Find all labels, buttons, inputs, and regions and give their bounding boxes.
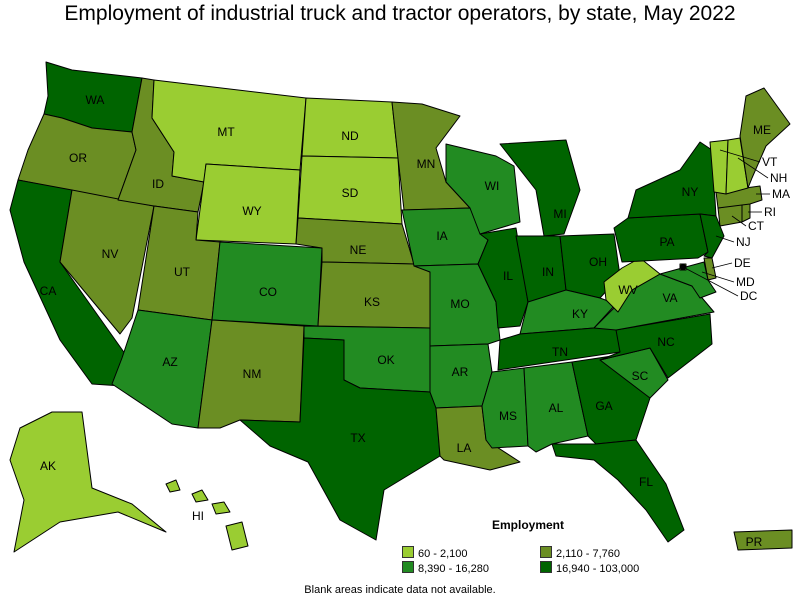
state-ny bbox=[627, 141, 717, 219]
state-label-va: VA bbox=[662, 291, 677, 305]
state-label-mn: MN bbox=[417, 157, 436, 171]
state-label-co: CO bbox=[259, 285, 277, 299]
state-label-ny: NY bbox=[682, 185, 699, 199]
state-label-ms: MS bbox=[499, 409, 517, 423]
state-hi bbox=[165, 479, 249, 551]
state-nc bbox=[599, 313, 713, 379]
state-label-dc: DC bbox=[740, 289, 758, 303]
state-label-mt: MT bbox=[217, 125, 235, 139]
state-label-or: OR bbox=[69, 151, 87, 165]
state-label-ok: OK bbox=[377, 353, 394, 367]
legend-label-2: 2,110 - 7,760 bbox=[556, 548, 621, 560]
state-label-id: ID bbox=[152, 177, 164, 191]
state-label-nd: ND bbox=[341, 129, 359, 143]
state-label-ca: CA bbox=[40, 284, 57, 298]
state-label-wa: WA bbox=[86, 93, 105, 107]
state-label-nv: NV bbox=[102, 247, 119, 261]
footnote: Blank areas indicate data not available. bbox=[304, 584, 496, 596]
state-label-il: IL bbox=[503, 269, 513, 283]
state-me bbox=[739, 87, 791, 189]
leader-line-nj bbox=[715, 235, 735, 243]
state-label-ga: GA bbox=[595, 399, 612, 413]
state-label-ma: MA bbox=[772, 187, 790, 201]
state-label-ct: CT bbox=[748, 219, 765, 233]
leader-line-nh bbox=[737, 157, 769, 179]
state-ak bbox=[9, 411, 167, 553]
state-label-sc: SC bbox=[632, 369, 649, 383]
legend-title: Employment bbox=[492, 518, 565, 532]
state-fl bbox=[551, 439, 685, 543]
state-label-tn: TN bbox=[552, 345, 568, 359]
state-label-ia: IA bbox=[436, 229, 447, 243]
leader-line-de bbox=[711, 262, 733, 269]
legend-item-range-4: 16,940 - 103,000 bbox=[540, 561, 639, 575]
state-label-pa: PA bbox=[659, 235, 674, 249]
state-label-md: MD bbox=[736, 275, 755, 289]
legend-swatch-2 bbox=[540, 546, 552, 558]
legend-swatch-4 bbox=[540, 561, 552, 573]
legend-item-range-3: 8,390 - 16,280 bbox=[402, 561, 489, 575]
state-label-fl: FL bbox=[639, 475, 653, 489]
state-label-pr: PR bbox=[746, 535, 763, 549]
state-label-me: ME bbox=[753, 123, 771, 137]
state-label-al: AL bbox=[549, 401, 564, 415]
leader-line-ct bbox=[731, 215, 747, 227]
leader-line-md bbox=[701, 271, 735, 283]
state-label-ri: RI bbox=[764, 205, 776, 219]
leader-line-vt bbox=[719, 149, 761, 163]
legend-swatch-1 bbox=[402, 546, 414, 558]
legend-item-range-1: 60 - 2,100 bbox=[402, 546, 468, 560]
state-label-oh: OH bbox=[589, 255, 607, 269]
state-label-wy: WY bbox=[242, 204, 261, 218]
legend-label-4: 16,940 - 103,000 bbox=[556, 563, 640, 575]
state-label-ak: AK bbox=[40, 459, 56, 473]
dc-marker bbox=[680, 264, 686, 270]
leader-line-dc bbox=[682, 266, 739, 297]
state-label-la: LA bbox=[457, 441, 472, 455]
state-pr bbox=[733, 529, 793, 551]
legend-item-range-2: 2,110 - 7,760 bbox=[540, 546, 620, 560]
state-label-az: AZ bbox=[162, 355, 177, 369]
state-nd bbox=[301, 97, 399, 159]
state-label-wi: WI bbox=[485, 179, 500, 193]
state-wv bbox=[603, 257, 661, 313]
state-label-wv: WV bbox=[618, 283, 637, 297]
state-mi bbox=[499, 139, 581, 237]
state-label-ar: AR bbox=[452, 365, 469, 379]
state-az bbox=[111, 309, 213, 429]
state-md bbox=[659, 261, 717, 299]
state-co bbox=[211, 241, 323, 327]
state-tx bbox=[239, 337, 441, 541]
state-label-hi: HI bbox=[192, 509, 204, 523]
legend-swatch-3 bbox=[402, 561, 414, 573]
state-label-mi: MI bbox=[553, 207, 566, 221]
map-title: Employment of industrial truck and tract… bbox=[64, 2, 736, 25]
state-label-nm: NM bbox=[243, 367, 262, 381]
state-wi bbox=[445, 143, 521, 235]
state-label-sd: SD bbox=[342, 186, 359, 200]
state-label-ne: NE bbox=[350, 243, 367, 257]
state-label-ks: KS bbox=[364, 295, 380, 309]
state-label-nj: NJ bbox=[736, 235, 751, 249]
state-label-ut: UT bbox=[174, 265, 191, 279]
state-label-in: IN bbox=[542, 265, 554, 279]
state-label-vt: VT bbox=[762, 155, 778, 169]
legend-label-3: 8,390 - 16,280 bbox=[418, 563, 489, 575]
state-label-de: DE bbox=[734, 256, 751, 270]
state-label-nh: NH bbox=[770, 171, 787, 185]
state-label-ky: KY bbox=[572, 307, 588, 321]
state-label-nc: NC bbox=[657, 335, 675, 349]
legend-label-1: 60 - 2,100 bbox=[418, 548, 468, 560]
state-label-mo: MO bbox=[450, 297, 469, 311]
state-label-tx: TX bbox=[350, 431, 365, 445]
